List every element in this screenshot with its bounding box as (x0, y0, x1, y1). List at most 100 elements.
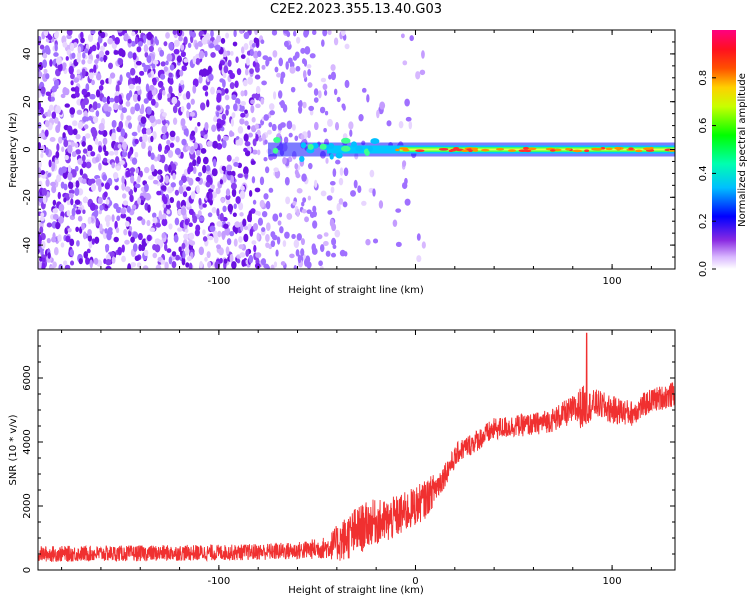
noise-blob (169, 142, 175, 148)
noise-blob (147, 72, 152, 78)
noise-blob (38, 235, 43, 243)
noise-blob (111, 132, 117, 141)
noise-blob (91, 238, 95, 245)
noise-blob (180, 105, 185, 113)
noise-blob (52, 232, 56, 241)
noise-blob (135, 167, 139, 174)
noise-blob (217, 230, 222, 238)
noise-blob (395, 241, 402, 248)
noise-blob (201, 36, 208, 45)
noise-blob (55, 105, 62, 114)
noise-blob (286, 31, 291, 38)
noise-blob (49, 265, 55, 269)
noise-blob (244, 120, 249, 126)
noise-blob (168, 223, 173, 230)
noise-blob (216, 105, 221, 111)
y-tick-label: 6000 (22, 365, 33, 390)
noise-blob (181, 138, 187, 146)
noise-blob (277, 220, 282, 226)
noise-blob (248, 254, 254, 264)
noise-blob (181, 65, 187, 72)
noise-blob (179, 221, 184, 228)
noise-blob (192, 166, 197, 175)
noise-blob (307, 130, 311, 139)
noise-blob (150, 164, 155, 172)
noise-blob (186, 186, 192, 191)
noise-blob (183, 58, 189, 63)
noise-blob (265, 222, 271, 232)
noise-blob (291, 124, 296, 131)
noise-blob (121, 107, 128, 114)
noise-blob (47, 252, 51, 259)
noise-blob (198, 50, 205, 59)
noise-blob (307, 162, 313, 170)
noise-blob (169, 197, 175, 204)
noise-blob (82, 116, 88, 123)
noise-blob (170, 163, 177, 172)
noise-blob (192, 55, 197, 65)
noise-blob (95, 89, 101, 98)
noise-blob (118, 48, 125, 57)
noise-blob (303, 258, 309, 267)
noise-blob (63, 197, 67, 203)
noise-blob (77, 46, 82, 54)
noise-blob (285, 196, 291, 205)
noise-blob (73, 77, 80, 83)
noise-blob (139, 170, 143, 178)
noise-blob (330, 186, 335, 194)
noise-blob (296, 233, 302, 241)
noise-blob (195, 149, 201, 156)
noise-blob (240, 90, 245, 97)
noise-blob (237, 137, 244, 146)
noise-blob (64, 88, 70, 96)
noise-blob (115, 206, 122, 214)
noise-blob (109, 251, 115, 257)
noise-blob (161, 232, 166, 239)
noise-blob (323, 127, 327, 133)
noise-blob (312, 220, 318, 229)
noise-blob (55, 56, 62, 65)
x-tick-label: 100 (603, 276, 622, 287)
noise-blob (379, 101, 386, 110)
noise-blob (77, 158, 84, 165)
spectrogram-x-axis-label: Height of straight line (km) (288, 285, 424, 296)
noise-blob (202, 85, 209, 91)
x-tick-label: 100 (603, 576, 622, 587)
colorbar-gradient (712, 30, 736, 269)
noise-blob (76, 69, 81, 75)
noise-blob (95, 73, 102, 81)
noise-blob (205, 164, 211, 172)
signal-blob (363, 148, 370, 155)
noise-blob (82, 52, 86, 59)
noise-blob (47, 172, 52, 178)
noise-blob (190, 98, 195, 105)
noise-blob (174, 254, 181, 261)
noise-blob (66, 30, 73, 36)
noise-blob (283, 40, 289, 48)
noise-blob (302, 69, 307, 79)
noise-blob (108, 62, 114, 70)
noise-blob (51, 111, 57, 119)
signal-blob (299, 155, 305, 162)
noise-blob (94, 59, 99, 65)
noise-blob (231, 112, 236, 119)
noise-blob (225, 199, 231, 205)
noise-blob (206, 99, 210, 108)
noise-blob (53, 52, 59, 57)
noise-blob (330, 252, 337, 258)
noise-blob (376, 109, 380, 119)
noise-blob (319, 265, 324, 269)
noise-blob (94, 138, 99, 145)
noise-blob (240, 54, 246, 59)
noise-blob (70, 141, 76, 147)
noise-blob (248, 190, 253, 197)
noise-blob (229, 72, 236, 79)
noise-blob (90, 107, 95, 113)
noise-blob (223, 258, 228, 264)
noise-blob (141, 218, 146, 226)
noise-blob (58, 215, 65, 224)
noise-blob (113, 236, 119, 243)
noise-blob (137, 197, 142, 205)
noise-blob (320, 77, 327, 83)
